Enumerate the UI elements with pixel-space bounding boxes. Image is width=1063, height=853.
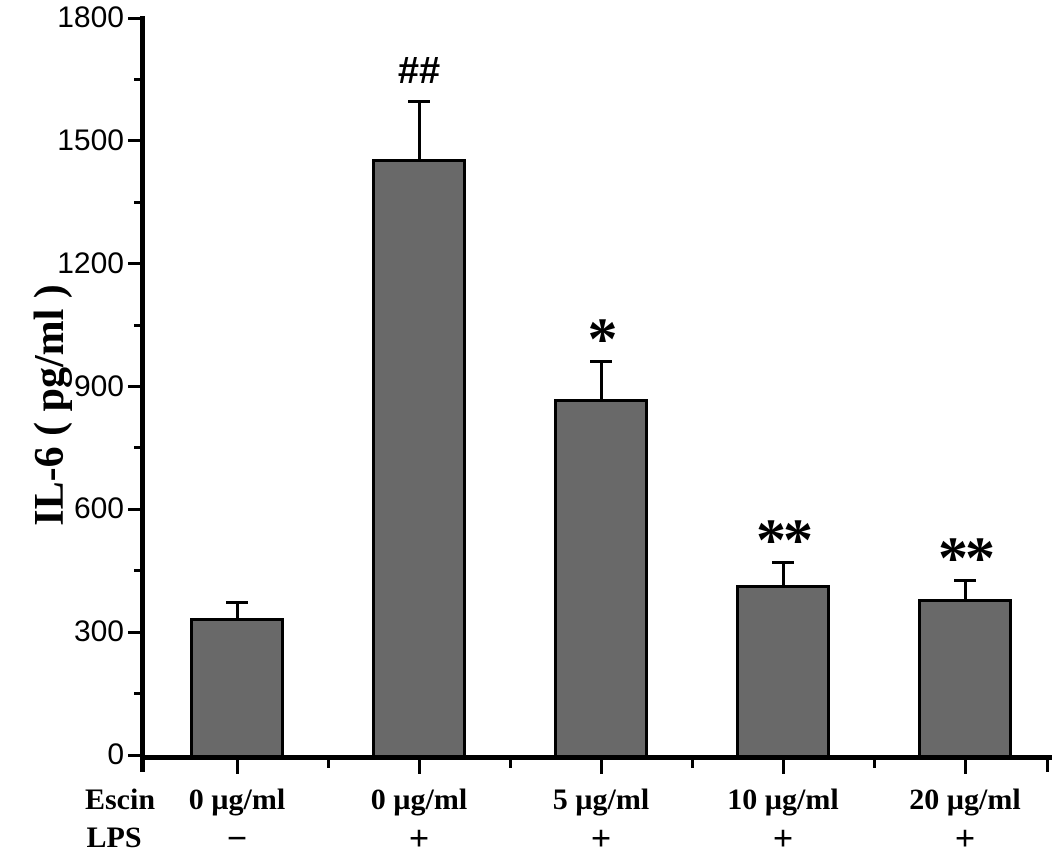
row-header-escin: Escin xyxy=(84,783,156,816)
bar xyxy=(372,159,466,758)
y-tick-label: 1200 xyxy=(57,246,124,280)
x-minor-tick xyxy=(872,760,876,768)
y-tick-label: 300 xyxy=(73,615,124,649)
x-minor-tick xyxy=(326,760,330,768)
x-major-tick xyxy=(235,760,239,774)
bar xyxy=(918,599,1012,758)
bar xyxy=(190,617,284,758)
escin-concentration-label: 5 µg/ml xyxy=(552,783,650,816)
y-tick-label: 600 xyxy=(73,492,124,526)
error-bar-cap xyxy=(954,579,976,583)
error-bar-cap xyxy=(772,561,794,565)
lps-condition-label: + xyxy=(590,818,612,853)
y-minor-tick xyxy=(134,569,140,573)
row-header-lps: LPS xyxy=(86,821,142,853)
y-major-tick xyxy=(128,630,140,634)
error-bar-line xyxy=(781,562,785,586)
x-axis-end-tick xyxy=(1046,760,1049,772)
y-axis-line xyxy=(140,16,145,772)
error-bar-line xyxy=(417,101,421,160)
lps-condition-label: + xyxy=(772,818,794,853)
bar xyxy=(736,585,830,758)
x-major-tick xyxy=(417,760,421,774)
y-tick-label: 0 xyxy=(107,738,124,771)
significance-annotation: ** xyxy=(938,524,995,591)
y-minor-tick xyxy=(134,446,140,450)
significance-annotation: ** xyxy=(756,506,813,573)
x-major-tick xyxy=(781,760,785,774)
y-major-tick xyxy=(128,753,140,757)
x-minor-tick xyxy=(690,760,694,768)
error-bar-line xyxy=(963,580,967,600)
y-major-tick xyxy=(128,385,140,388)
escin-concentration-label: 20 µg/ml xyxy=(909,783,1021,816)
significance-annotation: * xyxy=(587,305,618,372)
y-minor-tick xyxy=(134,692,140,696)
y-major-tick xyxy=(128,262,140,266)
escin-concentration-label: 0 µg/ml xyxy=(188,783,286,816)
lps-condition-label: + xyxy=(408,818,430,853)
y-major-tick xyxy=(128,507,140,511)
y-tick-label: 1800 xyxy=(57,1,124,34)
y-major-tick xyxy=(128,16,140,20)
x-major-tick xyxy=(599,760,603,774)
significance-annotation: ## xyxy=(397,49,441,92)
lps-condition-label: + xyxy=(954,818,976,853)
y-axis-title: IL-6 ( pg/ml ) xyxy=(27,284,73,526)
x-major-tick xyxy=(963,760,967,774)
y-minor-tick xyxy=(134,200,140,204)
escin-concentration-label: 10 µg/ml xyxy=(727,783,839,816)
y-minor-tick xyxy=(134,323,140,327)
bar xyxy=(554,398,648,758)
y-tick-label: 1500 xyxy=(57,123,124,157)
y-major-tick xyxy=(128,139,140,143)
y-tick-label: 900 xyxy=(73,369,124,403)
error-bar-line xyxy=(235,602,239,618)
error-bar-cap xyxy=(408,100,430,104)
error-bar-cap xyxy=(226,600,248,604)
lps-condition-label: − xyxy=(226,818,248,853)
y-minor-tick xyxy=(134,77,140,81)
error-bar-cap xyxy=(590,360,612,364)
x-minor-tick xyxy=(508,760,512,768)
error-bar-line xyxy=(599,361,603,399)
escin-concentration-label: 0 µg/ml xyxy=(370,783,468,816)
